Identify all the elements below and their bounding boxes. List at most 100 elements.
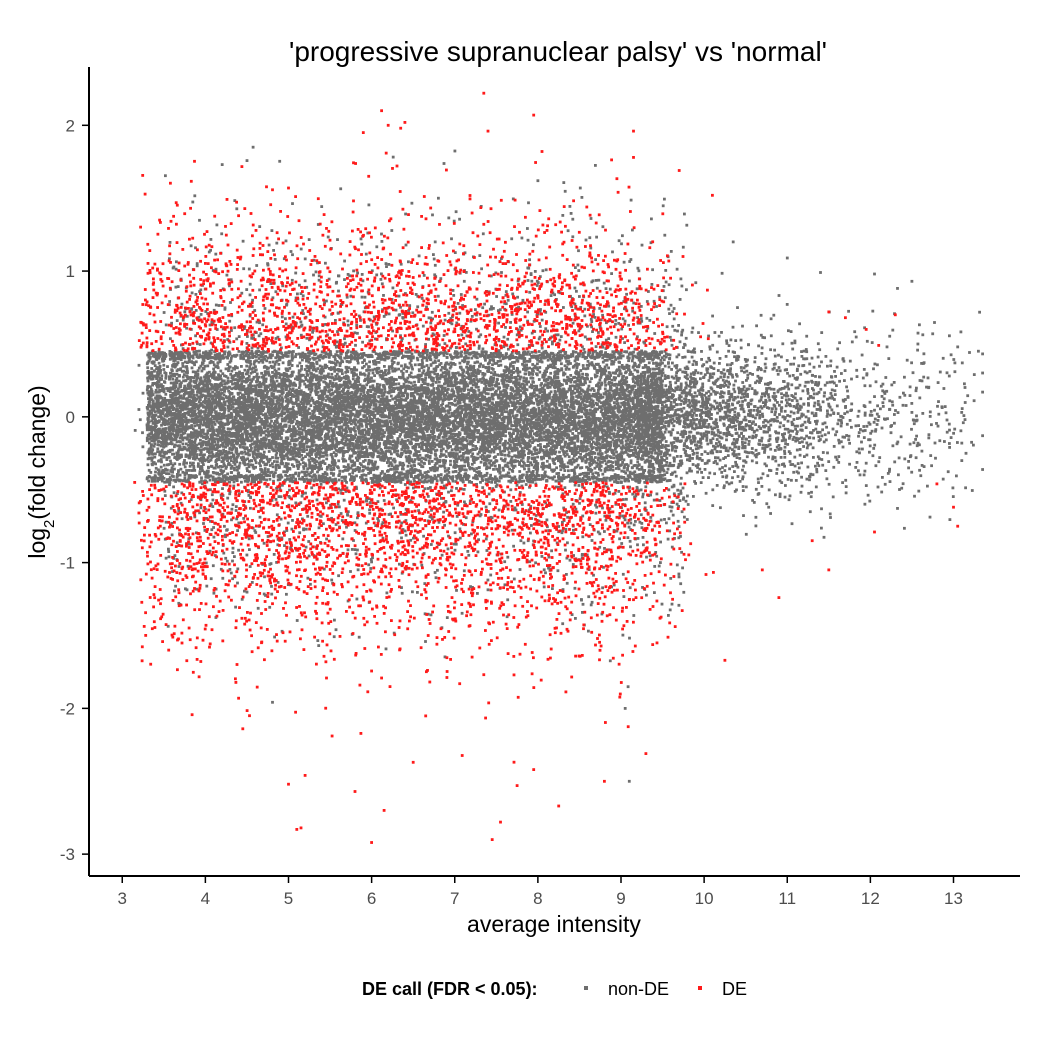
point-non-de xyxy=(765,464,768,468)
point-non-de xyxy=(560,445,563,449)
point-non-de xyxy=(290,358,294,362)
point-non-de xyxy=(214,365,218,369)
point-non-de xyxy=(798,453,802,457)
point-non-de xyxy=(676,431,680,435)
point-non-de xyxy=(461,376,464,379)
point-non-de xyxy=(774,395,778,398)
point-non-de xyxy=(379,375,383,379)
point-non-de xyxy=(166,365,169,368)
point-non-de xyxy=(748,427,752,431)
point-non-de xyxy=(223,450,226,454)
point-non-de xyxy=(686,454,690,458)
point-non-de xyxy=(724,464,727,468)
point-non-de xyxy=(487,368,491,372)
point-non-de xyxy=(707,390,711,393)
point-non-de xyxy=(332,472,336,476)
point-non-de xyxy=(901,482,905,486)
point-non-de xyxy=(545,413,549,417)
point-non-de xyxy=(246,462,250,466)
point-non-de xyxy=(440,453,444,457)
point-non-de xyxy=(918,323,921,327)
point-non-de xyxy=(412,415,415,419)
point-non-de xyxy=(291,473,295,477)
point-non-de xyxy=(465,351,469,355)
point-non-de xyxy=(744,532,748,536)
point-non-de xyxy=(391,444,395,447)
point-non-de xyxy=(970,489,974,492)
point-non-de xyxy=(714,456,717,459)
point-non-de xyxy=(821,463,825,467)
point-non-de xyxy=(767,393,770,396)
point-non-de xyxy=(527,452,530,455)
point-non-de xyxy=(447,441,451,445)
point-non-de xyxy=(698,445,702,448)
point-non-de xyxy=(882,397,886,401)
point-non-de xyxy=(737,445,741,449)
point-non-de xyxy=(460,458,463,462)
point-non-de xyxy=(539,414,543,417)
point-non-de xyxy=(352,368,355,372)
point-non-de xyxy=(616,350,620,353)
point-non-de xyxy=(528,366,531,370)
point-non-de xyxy=(636,460,640,464)
point-non-de xyxy=(165,458,169,461)
point-non-de xyxy=(243,368,247,372)
point-non-de xyxy=(633,364,637,367)
point-non-de xyxy=(468,429,472,432)
point-non-de xyxy=(395,480,399,484)
point-non-de xyxy=(428,424,431,427)
point-non-de xyxy=(258,381,262,384)
point-non-de xyxy=(527,442,531,446)
point-non-de xyxy=(503,410,507,414)
point-non-de xyxy=(807,397,810,401)
point-non-de xyxy=(240,393,244,397)
point-non-de xyxy=(739,390,743,394)
point-non-de xyxy=(665,376,668,379)
point-non-de xyxy=(183,360,187,364)
point-non-de xyxy=(877,415,881,418)
point-non-de xyxy=(472,461,476,464)
point-non-de xyxy=(745,455,749,459)
point-non-de xyxy=(452,412,456,416)
point-non-de xyxy=(913,494,916,498)
point-non-de xyxy=(283,445,287,449)
point-non-de xyxy=(272,425,276,429)
point-non-de xyxy=(147,437,151,441)
point-non-de xyxy=(366,419,370,423)
point-non-de xyxy=(557,379,561,383)
point-non-de xyxy=(708,471,712,475)
point-non-de xyxy=(310,425,314,428)
point-non-de xyxy=(671,361,674,365)
point-non-de xyxy=(475,470,479,474)
point-non-de xyxy=(534,350,538,354)
point-non-de xyxy=(504,434,507,438)
point-non-de xyxy=(166,419,170,423)
point-non-de xyxy=(403,447,407,450)
point-non-de xyxy=(786,394,790,398)
point-non-de xyxy=(518,463,521,466)
point-non-de xyxy=(694,382,698,386)
point-non-de xyxy=(589,408,592,412)
point-non-de xyxy=(731,408,735,411)
point-non-de xyxy=(658,410,662,413)
point-non-de xyxy=(803,420,807,424)
point-non-de xyxy=(420,410,423,414)
point-non-de xyxy=(208,427,212,431)
point-non-de xyxy=(479,460,483,464)
point-non-de xyxy=(253,384,257,388)
point-non-de xyxy=(199,390,203,394)
point-non-de xyxy=(481,453,484,457)
point-non-de xyxy=(714,459,717,463)
point-non-de xyxy=(359,440,363,444)
point-non-de xyxy=(301,450,305,453)
point-non-de xyxy=(563,469,567,472)
point-non-de xyxy=(374,352,378,356)
point-non-de xyxy=(691,326,695,330)
point-non-de xyxy=(661,403,664,407)
point-non-de xyxy=(682,425,685,428)
point-non-de xyxy=(200,467,204,470)
point-non-de xyxy=(386,461,389,464)
point-non-de xyxy=(502,384,506,388)
point-non-de xyxy=(160,396,164,400)
point-non-de xyxy=(370,376,373,380)
